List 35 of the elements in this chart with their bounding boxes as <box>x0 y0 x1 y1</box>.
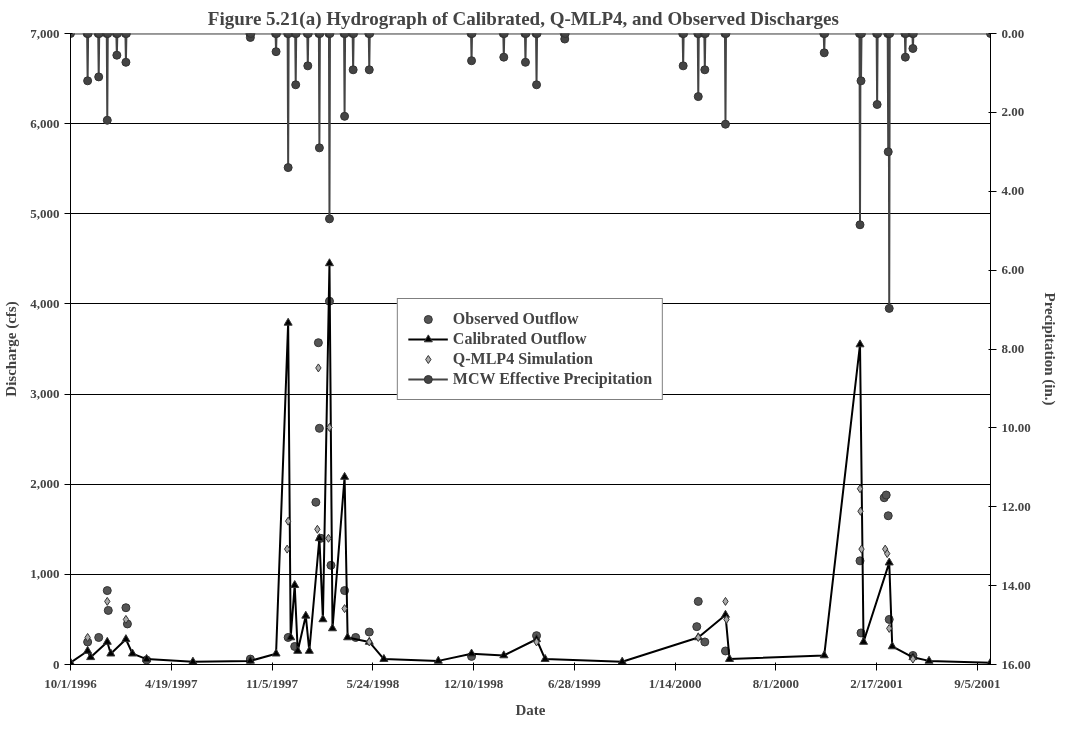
y2-tick-label: 16.00 <box>1001 656 1031 672</box>
x-tick-label: 9/5/2001 <box>954 675 1001 691</box>
x-tick-label: 2/17/2001 <box>850 675 904 691</box>
x-tick-label: 1/14/2000 <box>648 675 702 691</box>
y2-tick-label: 2.00 <box>1001 104 1025 120</box>
y2-tick-label: 4.00 <box>1001 183 1025 199</box>
y-tick-label: 7,000 <box>30 25 60 41</box>
y-axis-title: Discharge (cfs) <box>3 301 21 397</box>
x-tick-label: 4/19/1997 <box>144 675 199 691</box>
y2-tick-label: 12.00 <box>1001 498 1031 514</box>
x-tick-label: 6/28/1999 <box>547 675 602 691</box>
y-tick-label: 1,000 <box>30 566 60 582</box>
x-tick-label: 8/1/2000 <box>752 675 799 691</box>
y2-tick-label: 14.00 <box>1001 577 1031 593</box>
y2-tick-label: 10.00 <box>1001 419 1031 435</box>
chart-title: Figure 5.21(a) Hydrograph of Calibrated, Q-MLP4, and Observed Discharges <box>207 7 839 30</box>
y2-tick-label: 6.00 <box>1001 262 1025 278</box>
y2-tick-label: 0.00 <box>1001 25 1025 41</box>
x-tick-label: 11/5/1997 <box>246 675 299 691</box>
y-tick-label: 2,000 <box>30 476 60 492</box>
legend-label: Observed Outflow <box>452 309 579 328</box>
legend-label: Q-MLP4 Simulation <box>452 349 593 368</box>
y-tick-label: 3,000 <box>30 386 60 402</box>
y-tick-label: 5,000 <box>30 205 60 221</box>
x-tick-label: 10/1/1996 <box>44 675 98 691</box>
legend-label: MCW Effective Precipitation <box>452 369 653 388</box>
y-tick-label: 4,000 <box>30 295 60 311</box>
y2-tick-label: 8.00 <box>1001 341 1025 356</box>
x-axis-title: Date <box>515 701 546 718</box>
y2-axis-title: Precipitation (in.) <box>1040 292 1058 406</box>
legend-label: Calibrated Outflow <box>452 329 587 348</box>
y-tick-label: 6,000 <box>30 115 60 131</box>
y-tick-label: 0 <box>53 656 60 672</box>
x-tick-label: 5/24/1998 <box>346 675 400 691</box>
x-tick-label: 12/10/1998 <box>443 675 504 691</box>
